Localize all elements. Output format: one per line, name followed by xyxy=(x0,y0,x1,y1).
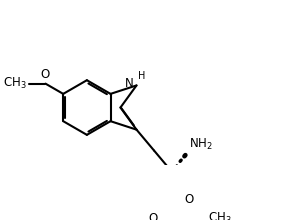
Text: O: O xyxy=(148,212,157,220)
Text: CH$_3$: CH$_3$ xyxy=(208,211,232,220)
Text: N: N xyxy=(125,77,134,90)
Text: O: O xyxy=(41,68,50,81)
Text: O: O xyxy=(185,193,194,206)
Text: CH$_3$: CH$_3$ xyxy=(3,76,27,91)
Text: H: H xyxy=(138,71,145,81)
Text: NH$_2$: NH$_2$ xyxy=(189,137,213,152)
